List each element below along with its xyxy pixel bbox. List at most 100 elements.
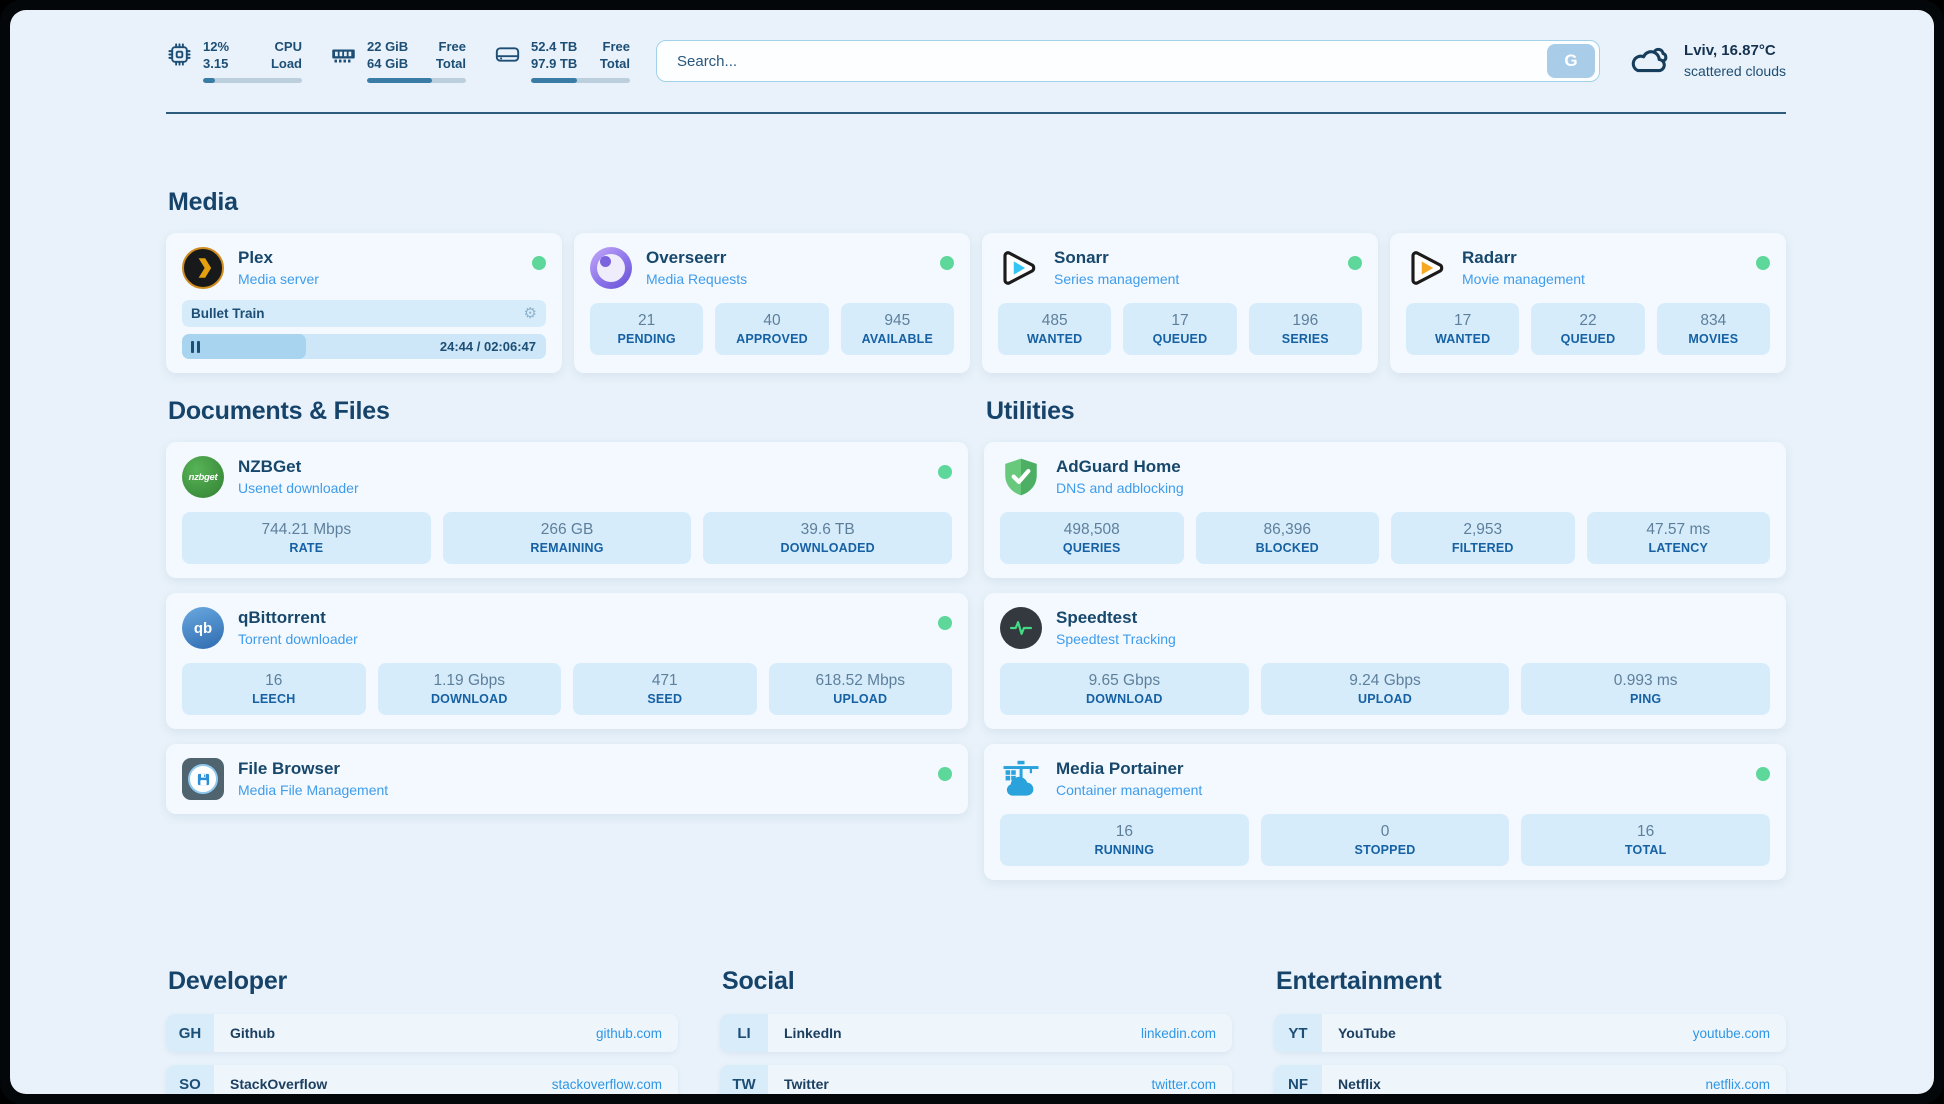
weather-location: Lviv, 16.87°C <box>1684 42 1776 60</box>
app-subtitle: Container management <box>1056 782 1203 799</box>
playback-progress-bar[interactable]: 24:44 / 02:06:47 <box>182 334 546 359</box>
qbittorrent-icon: qb <box>182 607 224 649</box>
weather-widget: Lviv, 16.87°C scattered clouds <box>1626 38 1786 84</box>
topbar-divider <box>166 112 1786 114</box>
disk-progress-fill <box>531 77 577 83</box>
section-heading-entertainment: Entertainment <box>1276 967 1442 995</box>
bookmark-abbr: NF <box>1274 1065 1322 1094</box>
bookmark-github[interactable]: GH Github github.com <box>166 1014 678 1052</box>
sonarr-header[interactable]: Sonarr Series management <box>998 247 1362 289</box>
nzbget-card: nzbget NZBGet Usenet downloader 744.21 M… <box>166 442 968 578</box>
stat-label: STOPPED <box>1354 843 1416 858</box>
bookmarks-section: Developer GH Github github.com SO StackO… <box>166 967 1786 1094</box>
stat-label: PENDING <box>617 332 676 347</box>
stat-label: BLOCKED <box>1255 541 1319 556</box>
plex-header[interactable]: Plex Media server <box>182 247 546 289</box>
stat-label: WANTED <box>1026 332 1083 347</box>
ram-label-1: Free <box>438 39 466 55</box>
bookmark-url: netflix.com <box>1705 1076 1770 1092</box>
dashboard-page: 12% 3.15 CPU Load <box>10 10 1934 1094</box>
status-dot <box>938 767 952 781</box>
stat-ping: 0.993 ms PING <box>1521 663 1771 715</box>
stat-label: WANTED <box>1434 332 1491 347</box>
section-heading-utilities: Utilities <box>986 397 1075 425</box>
stat-running: 16 RUNNING <box>1000 814 1249 866</box>
stat-label: QUEUED <box>1152 332 1208 347</box>
stat-remaining: 266 GB REMAINING <box>442 512 692 564</box>
cloud-icon <box>1626 38 1672 84</box>
bookmark-youtube[interactable]: YT YouTube youtube.com <box>1274 1014 1786 1052</box>
search-engine-button[interactable]: G <box>1547 44 1596 78</box>
stat-label: LATENCY <box>1648 541 1708 556</box>
app-subtitle: Media server <box>238 271 319 288</box>
stat-latency: 47.57 ms LATENCY <box>1586 512 1770 564</box>
bookmark-url: linkedin.com <box>1140 1025 1216 1041</box>
bookmark-name: Github <box>230 1025 276 1041</box>
bookmark-netflix[interactable]: NF Netflix netflix.com <box>1274 1065 1786 1094</box>
adguard-icon <box>1000 456 1042 498</box>
stat-value: 40 <box>763 312 781 329</box>
ram-label-2: Total <box>435 56 466 71</box>
bookmark-url: stackoverflow.com <box>551 1076 662 1092</box>
stat-value: 498,508 <box>1063 521 1120 538</box>
stat-value: 47.57 ms <box>1646 521 1711 538</box>
speedtest-header[interactable]: Speedtest Speedtest Tracking <box>1000 607 1770 649</box>
qbittorrent-header[interactable]: qb qBittorrent Torrent downloader <box>182 607 952 649</box>
pause-icon[interactable] <box>191 340 202 353</box>
stat-value: 266 GB <box>540 521 594 538</box>
search-input[interactable] <box>675 51 1548 71</box>
stat-blocked: 86,396 BLOCKED <box>1195 512 1379 564</box>
stat-label: PING <box>1629 692 1662 707</box>
status-dot <box>940 256 954 270</box>
stat-download: 1.19 Gbps DOWNLOAD <box>377 663 561 715</box>
disk-progress-track <box>531 77 630 83</box>
stat-value: 196 <box>1292 312 1319 329</box>
overseerr-header[interactable]: Overseerr Media Requests <box>590 247 954 289</box>
bookmark-linkedin[interactable]: LI LinkedIn linkedin.com <box>720 1014 1232 1052</box>
system-widgets: 12% 3.15 CPU Load <box>166 39 630 83</box>
stat-wanted: 485 WANTED <box>998 303 1112 355</box>
app-subtitle: Torrent downloader <box>238 631 358 648</box>
app-subtitle: Speedtest Tracking <box>1056 631 1176 648</box>
bookmark-abbr: LI <box>720 1014 768 1052</box>
ram-widget: 22 GiB 64 GiB Free Total <box>330 39 466 83</box>
radarr-header[interactable]: Radarr Movie management <box>1406 247 1770 289</box>
adguard-header[interactable]: AdGuard Home DNS and adblocking <box>1000 456 1770 498</box>
portainer-header[interactable]: Media Portainer Container management <box>1000 758 1770 800</box>
portainer-icon <box>1000 758 1042 800</box>
bookmark-twitter[interactable]: TW Twitter twitter.com <box>720 1065 1232 1094</box>
topbar: 12% 3.15 CPU Load <box>166 38 1786 84</box>
section-heading-developer: Developer <box>168 967 288 995</box>
sonarr-card: Sonarr Series management 485 WANTED 17 Q… <box>982 233 1378 373</box>
bookmark-stackoverflow[interactable]: SO StackOverflow stackoverflow.com <box>166 1065 678 1094</box>
entertainment-column: Entertainment YT YouTube youtube.com NF … <box>1274 967 1786 1094</box>
stat-value: 86,396 <box>1263 521 1311 538</box>
stat-value: 21 <box>638 312 656 329</box>
gear-icon[interactable]: ⚙ <box>523 305 537 322</box>
stat-series: 196 SERIES <box>1248 303 1362 355</box>
stat-value: 0.993 ms <box>1613 672 1678 689</box>
sonarr-icon <box>998 247 1040 289</box>
filebrowser-header[interactable]: File Browser Media File Management <box>182 758 952 800</box>
bookmark-name: Twitter <box>784 1076 829 1092</box>
status-dot <box>1756 256 1770 270</box>
disk-label-1: Free <box>602 39 630 55</box>
stat-value: 16 <box>265 672 283 689</box>
stat-label: RUNNING <box>1094 843 1155 858</box>
section-heading-media: Media <box>168 188 238 216</box>
bookmark-name: YouTube <box>1338 1025 1396 1041</box>
status-dot <box>938 465 952 479</box>
stat-label: DOWNLOAD <box>430 692 508 707</box>
stat-value: 1.19 Gbps <box>433 672 506 689</box>
stat-label: UPLOAD <box>1358 692 1412 707</box>
status-dot <box>938 616 952 630</box>
stat-download: 9.65 Gbps DOWNLOAD <box>1000 663 1249 715</box>
disk-free-value: 52.4 TB <box>531 39 578 55</box>
stat-label: MOVIES <box>1688 332 1739 347</box>
stat-downloaded: 39.6 TB DOWNLOADED <box>703 512 953 564</box>
stat-label: SERIES <box>1281 332 1329 347</box>
nzbget-header[interactable]: nzbget NZBGet Usenet downloader <box>182 456 952 498</box>
app-subtitle: Media File Management <box>238 782 389 799</box>
app-subtitle: Media Requests <box>646 271 748 288</box>
